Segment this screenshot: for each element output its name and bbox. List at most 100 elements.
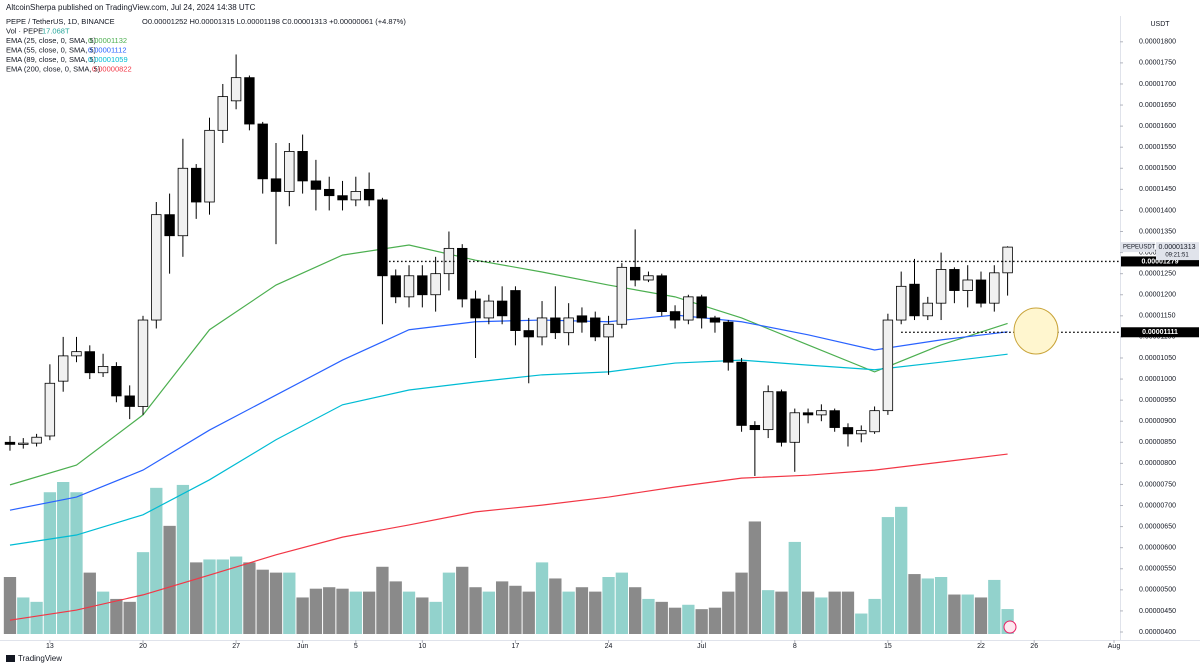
candle-body	[829, 410, 840, 428]
candle-body	[975, 279, 987, 304]
candle	[935, 252, 947, 321]
volume-bar	[682, 604, 695, 634]
candle-body	[989, 272, 1000, 304]
volume-bar	[562, 591, 575, 634]
candle-body	[656, 275, 667, 313]
y-tick-label: 0.00001700	[1139, 81, 1176, 88]
candle	[230, 54, 242, 110]
candle-body	[217, 96, 228, 131]
x-tick-label: 8	[793, 643, 797, 650]
candle-body	[949, 269, 960, 291]
candle	[989, 265, 1000, 312]
volume-bar	[815, 597, 828, 634]
volume-bar	[83, 572, 96, 634]
candle-body	[324, 188, 335, 197]
candle	[550, 286, 561, 340]
brand-logo	[6, 655, 15, 662]
legend-volume-value: 17.068T	[42, 26, 70, 35]
candle	[962, 265, 973, 308]
countdown-label: 09:21:51	[1165, 253, 1189, 259]
candle-body	[363, 188, 375, 201]
volume-bar	[655, 601, 668, 634]
volume-bar	[336, 588, 349, 634]
candle	[310, 159, 322, 211]
y-tick-label: 0.00001450	[1139, 186, 1176, 193]
candle-body	[510, 290, 521, 331]
candle-body	[191, 167, 202, 203]
highlight-ellipse	[1013, 307, 1059, 355]
volume-bar	[17, 597, 30, 634]
candle-body	[270, 178, 282, 192]
candle-body	[909, 283, 920, 317]
volume-bar	[110, 598, 123, 634]
y-tick-label: 0.00000750	[1139, 481, 1176, 488]
candle-body	[550, 317, 561, 334]
event-icon	[1003, 620, 1017, 634]
x-tick-label: Aug	[1108, 643, 1121, 650]
candle	[483, 294, 495, 325]
candle	[257, 121, 268, 194]
y-tick-label: 0.00001800	[1139, 39, 1176, 46]
level-tag-label: 0.00001279	[1142, 258, 1179, 265]
volume-bar	[735, 572, 748, 634]
volume-bar	[974, 597, 988, 634]
volume-bar	[549, 578, 562, 634]
candle-body	[922, 302, 933, 317]
candle-body	[244, 77, 255, 125]
symbol-tag	[1121, 242, 1155, 253]
candle-body	[869, 410, 880, 433]
candle	[71, 336, 82, 363]
volume-bar	[416, 597, 429, 634]
candle-body	[44, 382, 56, 437]
y-tick-label: 0.00000600	[1139, 545, 1176, 552]
legend-ema-name: EMA (25, close, 0, SMA, 5)	[6, 36, 97, 45]
candle-body	[71, 351, 82, 357]
candle-body	[749, 425, 761, 431]
candle	[975, 271, 987, 308]
candle-body	[523, 330, 534, 338]
candle-body	[284, 151, 295, 192]
candle-body	[483, 300, 495, 319]
candle	[18, 438, 29, 449]
y-tick-label: 0.00000650	[1139, 523, 1176, 530]
symbol-tag-label: PEPEUSDT	[1123, 245, 1156, 251]
candle-body	[603, 323, 614, 338]
candle-body	[723, 321, 734, 363]
candle	[496, 286, 508, 325]
volume-bar	[788, 541, 801, 634]
candle-body	[563, 317, 574, 334]
candle-body	[643, 275, 654, 281]
x-tick-label: 26	[1030, 643, 1038, 650]
candle-body	[842, 427, 854, 435]
volume-bar	[229, 556, 243, 634]
volume-bar	[123, 601, 136, 634]
legend-ema-name: EMA (89, close, 0, SMA, 5)	[6, 55, 97, 64]
candle-body	[457, 247, 468, 300]
candle	[856, 425, 867, 443]
candle	[297, 134, 308, 194]
candle	[776, 389, 787, 447]
x-tick-label: 27	[232, 643, 240, 650]
volume-bar	[762, 590, 775, 634]
candle	[44, 364, 56, 441]
volume-bar	[269, 572, 283, 634]
candle-body	[776, 391, 787, 443]
volume-bar	[176, 484, 190, 634]
volume-bar	[243, 562, 256, 634]
publisher-line: AltcoinSherpa published on TradingView.c…	[6, 3, 256, 12]
volume-bar	[575, 587, 589, 634]
legend-ema-value: 0.00000822	[92, 64, 132, 73]
candle-body	[111, 366, 122, 397]
candle	[909, 258, 920, 321]
candle	[137, 315, 149, 415]
volume-bar	[96, 591, 110, 634]
y-tick-label: 0.00001750	[1139, 60, 1176, 67]
x-tick-label: 22	[977, 643, 985, 650]
level-tag	[1121, 327, 1199, 338]
candle	[802, 408, 814, 424]
volume-bar	[482, 591, 495, 634]
candle-body	[164, 214, 175, 237]
y-tick-label: 0.00000950	[1139, 397, 1176, 404]
volume-bar	[309, 588, 323, 634]
candle	[350, 176, 362, 207]
